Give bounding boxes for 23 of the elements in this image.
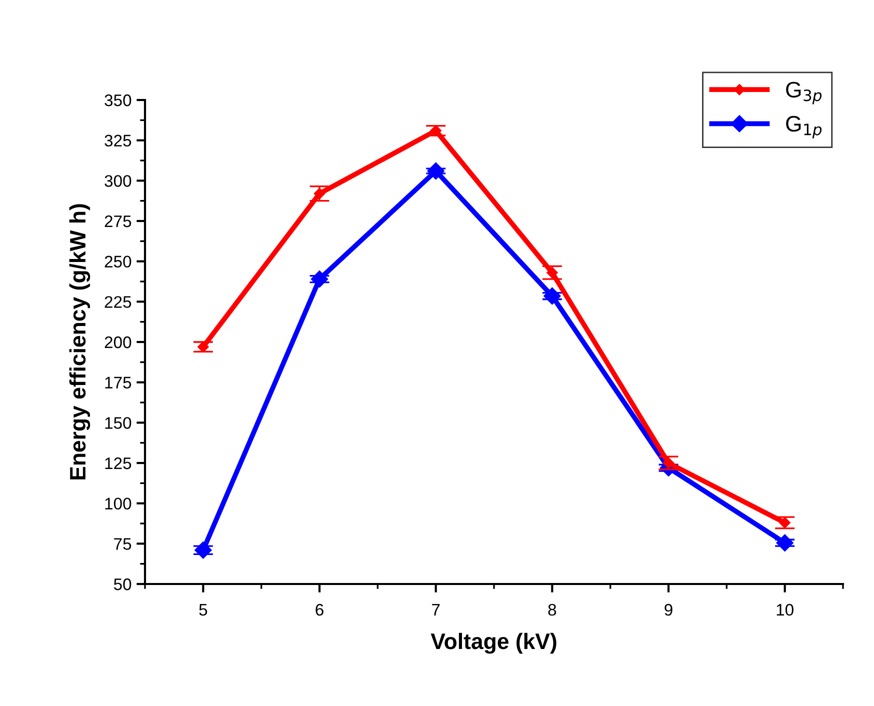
y-tick-label: 175	[105, 376, 132, 389]
x-tick-label: 10	[776, 604, 794, 616]
x-tick-label: 9	[664, 604, 672, 616]
y-tick-label: 225	[104, 296, 132, 308]
x-axis-title: Voltage (kV)	[430, 632, 556, 654]
y-tick-label: 325	[104, 134, 132, 147]
y-tick-label: 75	[114, 538, 132, 550]
legend-label: G$_{3p}$	[786, 82, 822, 104]
y-tick-label: 275	[104, 215, 132, 228]
y-tick-label: 350	[104, 94, 132, 106]
x-tick-label: 5	[199, 604, 208, 616]
y-tick-label: 125	[105, 457, 132, 470]
y-tick-label: 300	[104, 175, 132, 187]
y-tick-label: 100	[105, 498, 132, 510]
y-tick-label: 250	[104, 256, 132, 268]
y-axis-title: Energy efficiency (g/kW h)	[69, 204, 90, 480]
y-tick-label: 150	[105, 417, 132, 429]
legend-label: G$_{1p}$	[786, 116, 822, 138]
y-tick-label: 50	[114, 578, 132, 590]
y-tick-label: 200	[104, 336, 132, 348]
x-tick-label: 7	[432, 604, 440, 616]
x-tick-label: 8	[548, 604, 556, 616]
x-tick-label: 6	[316, 604, 324, 616]
